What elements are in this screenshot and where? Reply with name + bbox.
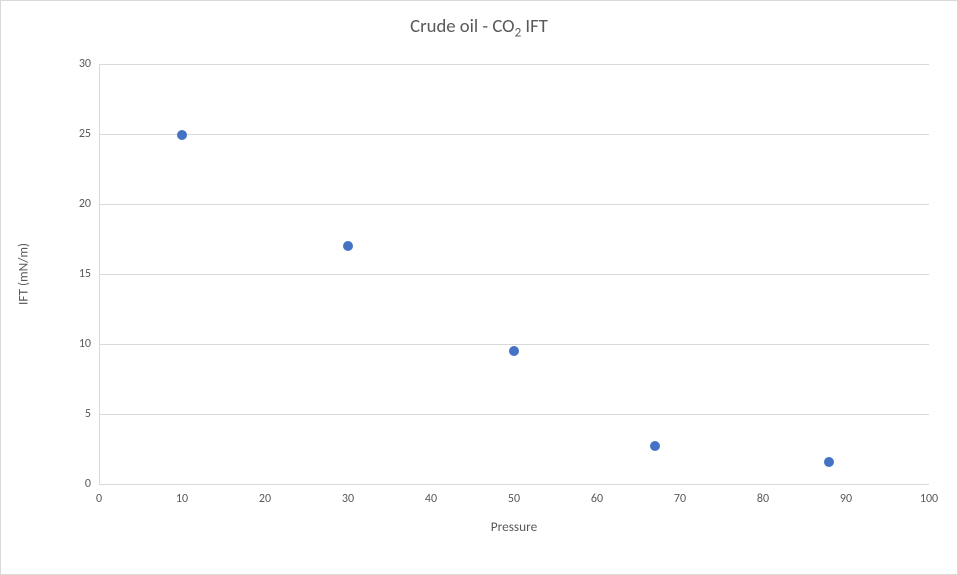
y-axis-label: IFT (mN/m) xyxy=(15,243,32,305)
y-tick-label: 5 xyxy=(51,407,91,421)
chart-frame: Crude oil - CO2 IFT IFT (mN/m) Pressure … xyxy=(0,0,958,575)
data-point xyxy=(509,346,519,356)
x-axis-line xyxy=(99,484,929,485)
chart-title-pre: Crude oil - CO xyxy=(410,15,514,38)
y-tick-label: 15 xyxy=(51,267,91,281)
x-tick-label: 40 xyxy=(411,492,451,506)
y-axis-line xyxy=(99,64,100,484)
chart-title-post: IFT xyxy=(521,15,548,38)
x-tick-label: 60 xyxy=(577,492,617,506)
y-tick-label: 10 xyxy=(51,337,91,351)
data-point xyxy=(177,130,187,140)
x-tick-label: 30 xyxy=(328,492,368,506)
x-tick-label: 50 xyxy=(494,492,534,506)
gridline-y xyxy=(99,414,929,415)
x-axis-label: Pressure xyxy=(99,518,929,535)
x-tick-label: 70 xyxy=(660,492,700,506)
y-tick-label: 20 xyxy=(51,197,91,211)
gridline-y xyxy=(99,134,929,135)
x-tick-label: 80 xyxy=(743,492,783,506)
x-tick-label: 10 xyxy=(162,492,202,506)
gridline-y xyxy=(99,64,929,65)
data-point xyxy=(824,457,834,467)
data-point xyxy=(650,441,660,451)
y-tick-label: 0 xyxy=(51,477,91,491)
x-tick-label: 100 xyxy=(909,492,949,506)
gridline-y xyxy=(99,344,929,345)
x-tick-label: 90 xyxy=(826,492,866,506)
gridline-y xyxy=(99,274,929,275)
x-tick-label: 20 xyxy=(245,492,285,506)
chart-title: Crude oil - CO2 IFT xyxy=(1,15,957,41)
y-tick-label: 30 xyxy=(51,57,91,71)
gridline-y xyxy=(99,204,929,205)
data-point xyxy=(343,241,353,251)
plot-area xyxy=(99,64,929,484)
x-tick-label: 0 xyxy=(79,492,119,506)
y-tick-label: 25 xyxy=(51,127,91,141)
